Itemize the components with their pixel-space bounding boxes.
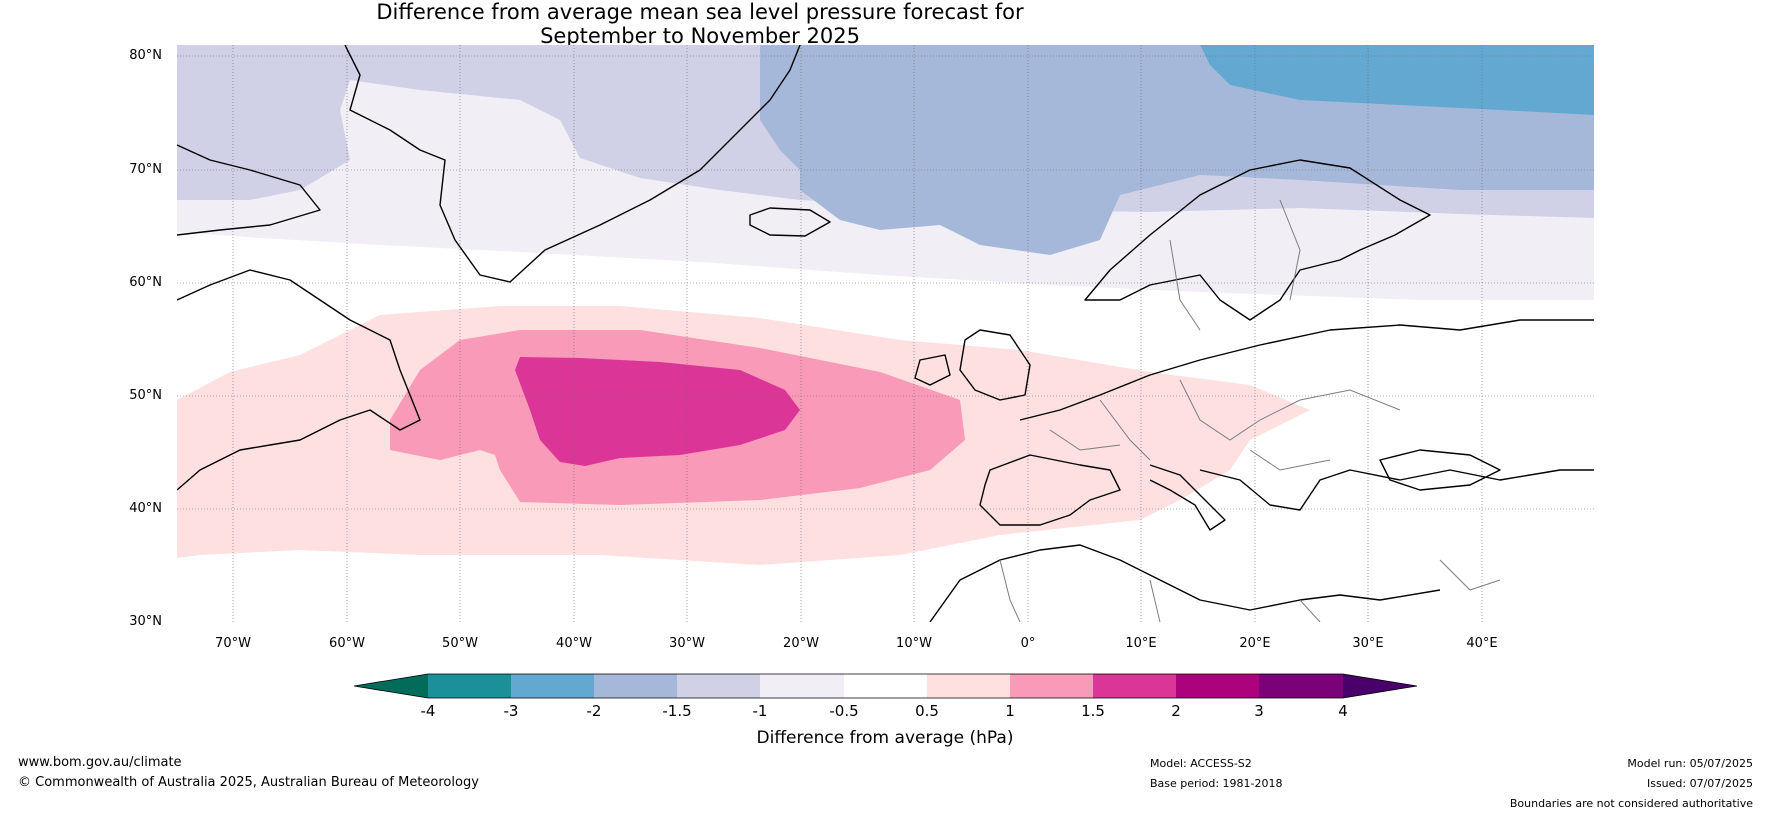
coastline-iberia [979, 454, 1121, 526]
colorbar-tick: -1 [752, 702, 768, 720]
map-title: Difference from average mean sea level p… [0, 0, 1400, 48]
footer-disclaimer: Boundaries are not considered authoritat… [1509, 797, 1753, 810]
lon-label-40w: 40°W [556, 636, 592, 651]
colorbar-tick: 3 [1254, 702, 1264, 720]
lat-label-60n: 60°N [129, 275, 162, 290]
footer-model-run: Model run: 05/07/2025 [1627, 757, 1753, 770]
coastline-labrador [177, 269, 421, 491]
lat-label-30n: 30°N [129, 614, 162, 629]
coastline-continental-europe [1019, 319, 1594, 421]
colorbar-segment-4 [677, 674, 760, 698]
colorbar-extend-high [1343, 674, 1417, 698]
colorbar-segment-6 [844, 674, 927, 698]
colorbar-label: Difference from average (hPa) [756, 728, 1014, 748]
footer-issued: Issued: 07/07/2025 [1646, 777, 1753, 790]
region-strong-positive-anomaly-central-atlantic [515, 357, 800, 466]
country-borders [999, 199, 1501, 622]
region-negative-anomaly-barents-sea [1200, 45, 1594, 115]
footer-base-period: Base period: 1981-2018 [1150, 777, 1283, 790]
coastline-baffin [177, 144, 321, 236]
colorbar-extend-low [354, 674, 428, 698]
colorbar-segment-2 [511, 674, 594, 698]
colorbar-tick: -3 [503, 702, 519, 720]
coastline-scandinavia [1084, 159, 1431, 321]
coastline-greenland [344, 45, 801, 283]
lon-label-30w: 30°W [669, 636, 705, 651]
colorbar-segment-8 [1010, 674, 1093, 698]
lon-label-20e: 20°E [1239, 636, 1271, 651]
lat-label-50n: 50°N [129, 388, 162, 403]
lon-label-60w: 60°W [329, 636, 365, 651]
lon-label-10w: 10°W [896, 636, 932, 651]
colorbar-tick: 2 [1171, 702, 1181, 720]
lon-label-40e: 40°E [1466, 636, 1498, 651]
map-title-line-1: Difference from average mean sea level p… [376, 0, 1024, 24]
lon-label-50w: 50°W [442, 636, 478, 651]
footer-copyright: © Commonwealth of Australia 2025, Austra… [18, 775, 479, 790]
map-plot-area [177, 45, 1594, 622]
colorbar-tick: 0.5 [915, 702, 939, 720]
colorbar-segment-7 [927, 674, 1010, 698]
map-gridlines [177, 45, 1594, 622]
lon-label-10e: 10°E [1125, 636, 1157, 651]
colorbar-tick: -4 [420, 702, 436, 720]
colorbar-segment-11 [1259, 674, 1343, 698]
lon-label-20w: 20°W [783, 636, 819, 651]
colorbar [353, 673, 1418, 699]
footer-model: Model: ACCESS-S2 [1150, 757, 1252, 770]
coastline-italy-balkans [1149, 464, 1594, 531]
lat-label-70n: 70°N [129, 162, 162, 177]
colorbar-tick: -0.5 [829, 702, 859, 720]
lon-label-0: 0° [1020, 636, 1036, 651]
colorbar-tick: -2 [586, 702, 602, 720]
colorbar-outline [353, 673, 1418, 699]
colorbar-segment-10 [1176, 674, 1259, 698]
colorbar-tick: -1.5 [662, 702, 692, 720]
footer-website: www.bom.gov.au/climate [18, 755, 182, 770]
map-title-line-2: September to November 2025 [540, 24, 860, 48]
coastline-black-sea [1379, 449, 1501, 491]
colorbar-tick: 1 [1005, 702, 1015, 720]
colorbar-segment-9 [1093, 674, 1176, 698]
colorbar-segment-3 [594, 674, 677, 698]
lat-label-40n: 40°N [129, 501, 162, 516]
coastline-british-isles [914, 329, 1031, 401]
colorbar-segment-5 [760, 674, 844, 698]
lon-label-30e: 30°E [1352, 636, 1384, 651]
colorbar-tick: 1.5 [1081, 702, 1105, 720]
coastline-iceland [749, 207, 831, 237]
lat-label-80n: 80°N [129, 48, 162, 63]
colorbar-segment-1 [428, 674, 511, 698]
lon-label-70w: 70°W [215, 636, 251, 651]
colorbar-tick: 4 [1338, 702, 1348, 720]
